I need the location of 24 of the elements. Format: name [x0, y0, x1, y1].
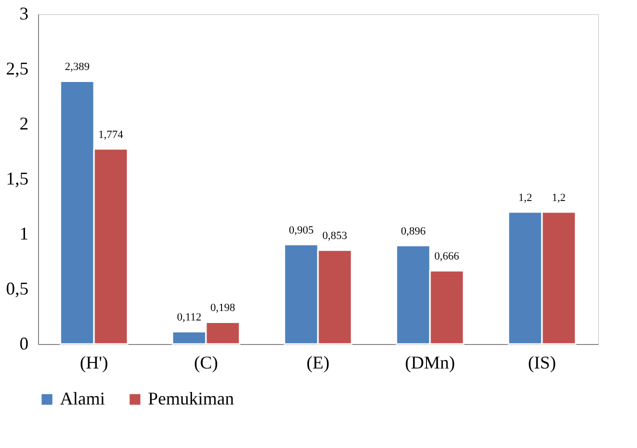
- data-label: 0,112: [177, 312, 202, 324]
- legend-label: Alami: [60, 388, 105, 408]
- y-tick-label: 1,5: [6, 168, 28, 188]
- y-tick-label: 0: [20, 334, 28, 354]
- y-tick-label: 2,5: [6, 58, 28, 78]
- x-tick-label: (DMn): [405, 352, 455, 372]
- y-tick-label: 3: [20, 4, 28, 24]
- y-tick-label: 0,5: [6, 278, 28, 298]
- x-tick-label: (IS): [528, 352, 556, 372]
- legend-label: Pemukiman: [148, 388, 234, 408]
- y-tick-label: 2: [20, 114, 28, 134]
- data-label: 0,896: [400, 225, 426, 238]
- x-tick-label: (E): [306, 352, 330, 372]
- data-label: 0,853: [322, 230, 348, 242]
- data-label: 1,2: [518, 192, 532, 204]
- y-tick-label: 1: [20, 224, 28, 244]
- data-label: 1,2: [552, 192, 566, 204]
- x-tick-label: (H'): [80, 352, 108, 372]
- data-label: 0,666: [434, 250, 460, 263]
- x-tick-label: (C): [194, 352, 218, 372]
- data-label: 0,198: [210, 302, 236, 314]
- data-label: 2,389: [64, 61, 90, 74]
- data-label: 0,905: [288, 224, 314, 236]
- data-label: 1,774: [98, 128, 124, 141]
